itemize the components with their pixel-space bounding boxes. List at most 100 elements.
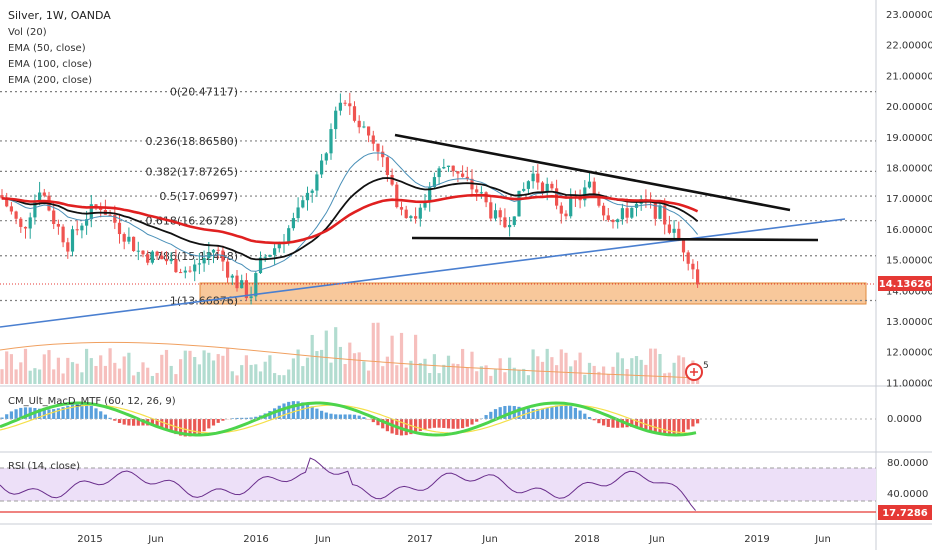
candle-body[interactable] bbox=[653, 201, 657, 219]
candle-body[interactable] bbox=[456, 171, 460, 174]
candle-body[interactable] bbox=[28, 217, 32, 229]
candle-body[interactable] bbox=[174, 258, 178, 273]
descending-trendline[interactable] bbox=[394, 133, 791, 212]
macd-indicator-label[interactable]: CM_Ult_MacD_MTF (60, 12, 26, 9) bbox=[8, 396, 176, 407]
candle-body[interactable] bbox=[536, 173, 540, 183]
candle-body[interactable] bbox=[226, 261, 230, 278]
candle-body[interactable] bbox=[122, 234, 126, 242]
candle-body[interactable] bbox=[235, 275, 239, 289]
candle-body[interactable] bbox=[273, 248, 277, 255]
candle-body[interactable] bbox=[61, 226, 65, 243]
candle-body[interactable] bbox=[268, 254, 272, 257]
candle-body[interactable] bbox=[465, 176, 469, 179]
candle-body[interactable] bbox=[620, 208, 624, 220]
candle-body[interactable] bbox=[155, 251, 159, 256]
candle-body[interactable] bbox=[691, 263, 695, 270]
candle-body[interactable] bbox=[578, 198, 582, 201]
candle-body[interactable] bbox=[376, 143, 380, 152]
candle-body[interactable] bbox=[493, 210, 498, 219]
candle-body[interactable] bbox=[211, 249, 216, 253]
candle-body[interactable] bbox=[677, 228, 681, 241]
candle-body[interactable] bbox=[89, 204, 93, 220]
candle-body[interactable] bbox=[362, 126, 366, 128]
candle-body[interactable] bbox=[0, 195, 4, 199]
candle-body[interactable] bbox=[183, 270, 187, 273]
ascending-trendline[interactable] bbox=[0, 218, 846, 328]
symbol-header[interactable]: Silver, 1W, OANDA bbox=[8, 9, 111, 22]
candle-body[interactable] bbox=[526, 181, 530, 189]
candle-body[interactable] bbox=[117, 222, 122, 235]
candle-body[interactable] bbox=[277, 243, 281, 249]
candle-body[interactable] bbox=[85, 219, 89, 226]
candle-body[interactable] bbox=[33, 200, 37, 218]
candle-body[interactable] bbox=[296, 207, 300, 219]
candle-body[interactable] bbox=[127, 236, 131, 242]
candle-body[interactable] bbox=[207, 252, 211, 259]
candle-body[interactable] bbox=[230, 275, 234, 278]
candle-body[interactable] bbox=[66, 242, 70, 252]
candle-body[interactable] bbox=[564, 213, 568, 217]
candle-body[interactable] bbox=[9, 206, 13, 212]
candle-body[interactable] bbox=[390, 174, 394, 185]
candle-body[interactable] bbox=[216, 249, 220, 251]
candle-body[interactable] bbox=[188, 270, 192, 272]
candle-body[interactable] bbox=[559, 205, 563, 214]
candle-body[interactable] bbox=[414, 216, 418, 219]
candle-body[interactable] bbox=[395, 184, 399, 208]
candle-body[interactable] bbox=[404, 209, 408, 218]
candle-body[interactable] bbox=[80, 225, 84, 231]
candle-body[interactable] bbox=[352, 106, 357, 121]
candle-body[interactable] bbox=[517, 190, 521, 217]
rsi-indicator-label[interactable]: RSI (14, close) bbox=[8, 461, 80, 472]
candle-body[interactable] bbox=[5, 198, 9, 207]
candle-body[interactable] bbox=[592, 181, 596, 195]
candle-body[interactable] bbox=[338, 102, 342, 111]
candle-body[interactable] bbox=[432, 177, 436, 187]
candle-body[interactable] bbox=[385, 157, 389, 175]
candle-body[interactable] bbox=[663, 205, 667, 225]
candle-body[interactable] bbox=[320, 160, 324, 175]
candle-body[interactable] bbox=[108, 214, 112, 216]
candle-body[interactable] bbox=[52, 210, 56, 224]
indicator-ema200[interactable]: EMA (200, close) bbox=[8, 75, 92, 86]
candle-body[interactable] bbox=[249, 296, 253, 299]
candle-body[interactable] bbox=[23, 226, 28, 229]
candle-body[interactable] bbox=[606, 215, 610, 220]
candle-body[interactable] bbox=[428, 186, 432, 203]
candle-body[interactable] bbox=[583, 187, 587, 201]
indicator-ema100[interactable]: EMA (100, close) bbox=[8, 59, 92, 70]
candle-body[interactable] bbox=[75, 229, 79, 231]
candle-body[interactable] bbox=[479, 192, 483, 194]
candle-body[interactable] bbox=[263, 256, 267, 258]
candle-body[interactable] bbox=[399, 207, 404, 210]
candle-body[interactable] bbox=[451, 165, 455, 172]
horizontal-support-line[interactable] bbox=[411, 236, 819, 242]
candle-body[interactable] bbox=[630, 207, 634, 218]
candle-body[interactable] bbox=[324, 153, 328, 161]
candle-body[interactable] bbox=[38, 192, 42, 201]
candle-body[interactable] bbox=[329, 129, 333, 154]
candle-body[interactable] bbox=[287, 228, 291, 242]
candle-body[interactable] bbox=[310, 190, 314, 193]
candle-body[interactable] bbox=[70, 229, 75, 252]
candle-body[interactable] bbox=[14, 211, 18, 219]
candle-body[interactable] bbox=[56, 223, 60, 227]
candle-body[interactable] bbox=[334, 110, 338, 130]
candle-body[interactable] bbox=[291, 218, 295, 229]
candle-body[interactable] bbox=[42, 192, 46, 196]
candle-body[interactable] bbox=[602, 205, 606, 216]
indicator-vol[interactable]: Vol (20) bbox=[8, 27, 47, 38]
candle-body[interactable] bbox=[437, 168, 441, 178]
candle-body[interactable] bbox=[611, 219, 615, 223]
candle-body[interactable] bbox=[667, 224, 671, 233]
support-zone[interactable] bbox=[199, 282, 867, 305]
candle-body[interactable] bbox=[348, 103, 352, 107]
indicator-ema50[interactable]: EMA (50, close) bbox=[8, 43, 86, 54]
candle-body[interactable] bbox=[113, 214, 117, 223]
candle-body[interactable] bbox=[512, 216, 516, 225]
candle-body[interactable] bbox=[446, 165, 451, 167]
candle-body[interactable] bbox=[202, 258, 206, 264]
candle-body[interactable] bbox=[160, 255, 164, 260]
candle-body[interactable] bbox=[569, 196, 573, 217]
candle-body[interactable] bbox=[315, 174, 319, 191]
